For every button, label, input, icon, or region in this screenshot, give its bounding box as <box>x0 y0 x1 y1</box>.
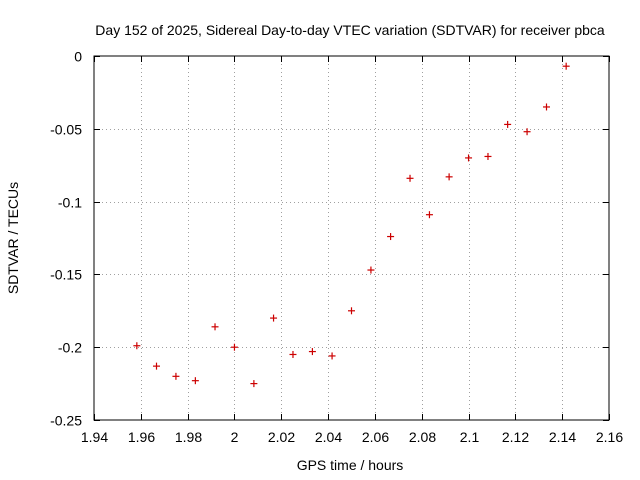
data-point <box>425 211 433 219</box>
x-tick-label: 2.02 <box>268 429 295 445</box>
y-tick-label: -0.05 <box>50 122 82 138</box>
data-point <box>348 307 355 315</box>
data-point <box>308 348 316 356</box>
x-tick-label: 2.08 <box>409 429 436 445</box>
x-tick-label: 2.1 <box>460 429 480 445</box>
x-tick-label: 2.16 <box>596 429 623 445</box>
y-tick-label: -0.15 <box>50 267 82 283</box>
data-point <box>289 350 297 358</box>
data-point <box>523 128 531 136</box>
x-tick-label: 1.94 <box>81 429 108 445</box>
data-point <box>250 380 258 388</box>
data-point <box>133 342 141 350</box>
y-tick-label: 0 <box>74 49 82 65</box>
data-point <box>406 174 414 182</box>
data-point <box>328 352 336 360</box>
data-point <box>504 120 512 128</box>
x-tick-label: 2.14 <box>549 429 576 445</box>
data-point <box>230 343 238 351</box>
data-points <box>133 62 570 388</box>
y-tick-label: -0.1 <box>58 195 82 211</box>
x-tick-label: 1.98 <box>175 429 202 445</box>
data-point <box>153 362 161 370</box>
y-axis-label: SDTVAR / TECUs <box>5 182 21 294</box>
x-tick-label: 2.12 <box>502 429 529 445</box>
axis-ticks <box>94 56 610 421</box>
data-point <box>562 62 570 70</box>
data-point <box>211 323 219 331</box>
plot-frame <box>93 55 610 421</box>
data-point <box>191 377 199 385</box>
data-point <box>542 103 550 111</box>
data-point <box>367 266 375 274</box>
tick-labels: 1.94 1.96 1.98 2 2.02 2.04 2.06 2.08 2.1 2.12 2.14… <box>50 49 623 446</box>
x-tick-label: 2.04 <box>315 429 342 445</box>
chart-title: Day 152 of 2025, Sidereal Day-to-day VTE… <box>95 22 605 38</box>
data-point <box>465 154 473 162</box>
grid-lines <box>94 56 609 420</box>
data-point <box>270 314 278 322</box>
data-point <box>172 372 180 380</box>
y-tick-label: -0.2 <box>58 340 82 356</box>
data-point <box>445 173 453 181</box>
data-point <box>484 152 492 160</box>
x-tick-label: 2 <box>231 429 239 445</box>
y-tick-label: -0.25 <box>50 413 82 429</box>
data-point <box>387 233 395 241</box>
x-tick-label: 2.06 <box>362 429 389 445</box>
x-tick-label: 1.96 <box>128 429 155 445</box>
x-axis-label: GPS time / hours <box>297 457 404 473</box>
